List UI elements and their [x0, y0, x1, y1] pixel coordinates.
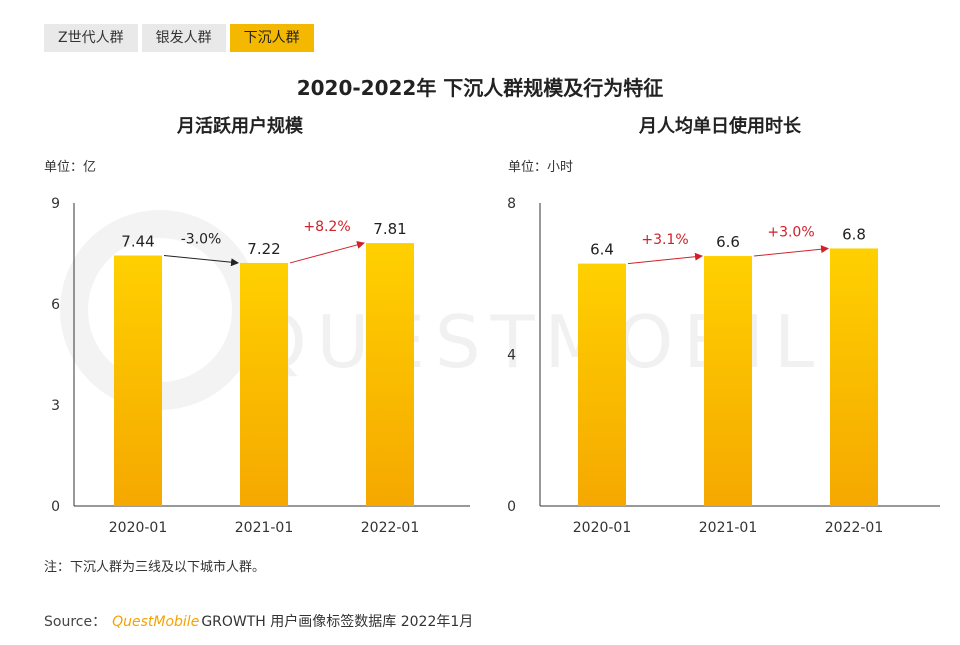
x-tick-label: 2021-01 — [699, 520, 758, 536]
unit-label: 单位：小时 — [508, 160, 574, 175]
page-title: 2020-2022年 下沉人群规模及行为特征 — [296, 76, 664, 100]
y-tick-label: 6 — [51, 297, 60, 313]
change-label: -3.0% — [181, 232, 222, 248]
y-tick-label: 9 — [51, 196, 60, 212]
tab-gen-z[interactable]: Z世代人群 — [44, 24, 138, 52]
chart-mau: 月活跃用户规模 单位：亿 0 3 6 9 7.44 2020-01 7.22 2021-01 7… — [0, 0, 480, 560]
y-tick-label: 0 — [51, 499, 60, 515]
y-tick-label: 0 — [507, 499, 516, 515]
change-label: +8.2% — [303, 219, 350, 235]
unit-label: 单位：亿 — [44, 160, 97, 175]
source-rest: GROWTH 用户画像标签数据库 2022年1月 — [201, 614, 474, 630]
source-prefix: Source： — [44, 614, 107, 630]
tab-bar: Z世代人群 银发人群 下沉人群 — [44, 24, 314, 52]
data-label: 7.81 — [373, 220, 406, 238]
source-line: Source： QuestMobile GROWTH 用户画像标签数据库 202… — [44, 611, 473, 631]
tab-lower-tier[interactable]: 下沉人群 — [229, 24, 314, 52]
bar — [704, 256, 752, 506]
bar — [240, 262, 288, 506]
chart-svg-duration: 0 4 8 6.4 2020-01 6.6 2021-01 6.8 2022-01 +3.1% +3… — [507, 196, 940, 536]
x-tick-label: 2021-01 — [235, 520, 294, 536]
watermark-text: QUESTMOBILE — [250, 300, 880, 384]
bar — [114, 255, 162, 506]
data-label: 7.22 — [247, 240, 280, 258]
change-label: +3.0% — [767, 224, 814, 240]
x-tick-label: 2022-01 — [361, 520, 420, 536]
data-label: 6.4 — [590, 241, 614, 259]
y-tick-label: 4 — [507, 348, 516, 364]
tab-silver[interactable]: 银发人群 — [141, 24, 226, 52]
chart-title: 月人均单日使用时长 — [639, 116, 801, 137]
change-arrow — [627, 252, 703, 265]
x-tick-label: 2022-01 — [825, 520, 884, 536]
y-tick-label: 8 — [507, 196, 516, 212]
bar — [366, 243, 414, 506]
data-label: 7.44 — [121, 233, 154, 251]
source-brand: QuestMobile — [112, 614, 200, 630]
change-arrow — [163, 255, 239, 267]
change-label: +3.1% — [641, 232, 688, 248]
footnote: 注：下沉人群为三线及以下城市人群。 — [44, 560, 266, 575]
chart-title: 月活跃用户规模 — [177, 116, 303, 137]
change-arrow — [753, 245, 829, 257]
bar — [578, 263, 626, 506]
x-tick-label: 2020-01 — [109, 520, 168, 536]
chart-svg-mau: 0 3 6 9 7.44 2020-01 7.22 2021-01 7.81 2022-01 -3.… — [51, 196, 470, 536]
bar — [830, 248, 878, 506]
data-label: 6.8 — [842, 225, 866, 243]
x-tick-label: 2020-01 — [573, 520, 632, 536]
y-tick-label: 3 — [51, 398, 60, 414]
chart-duration: 月人均单日使用时长 单位：小时 0 4 8 6.4 2020-01 6.6 2021-01 6… — [480, 0, 960, 560]
data-label: 6.6 — [716, 233, 740, 251]
change-arrow — [289, 241, 365, 264]
